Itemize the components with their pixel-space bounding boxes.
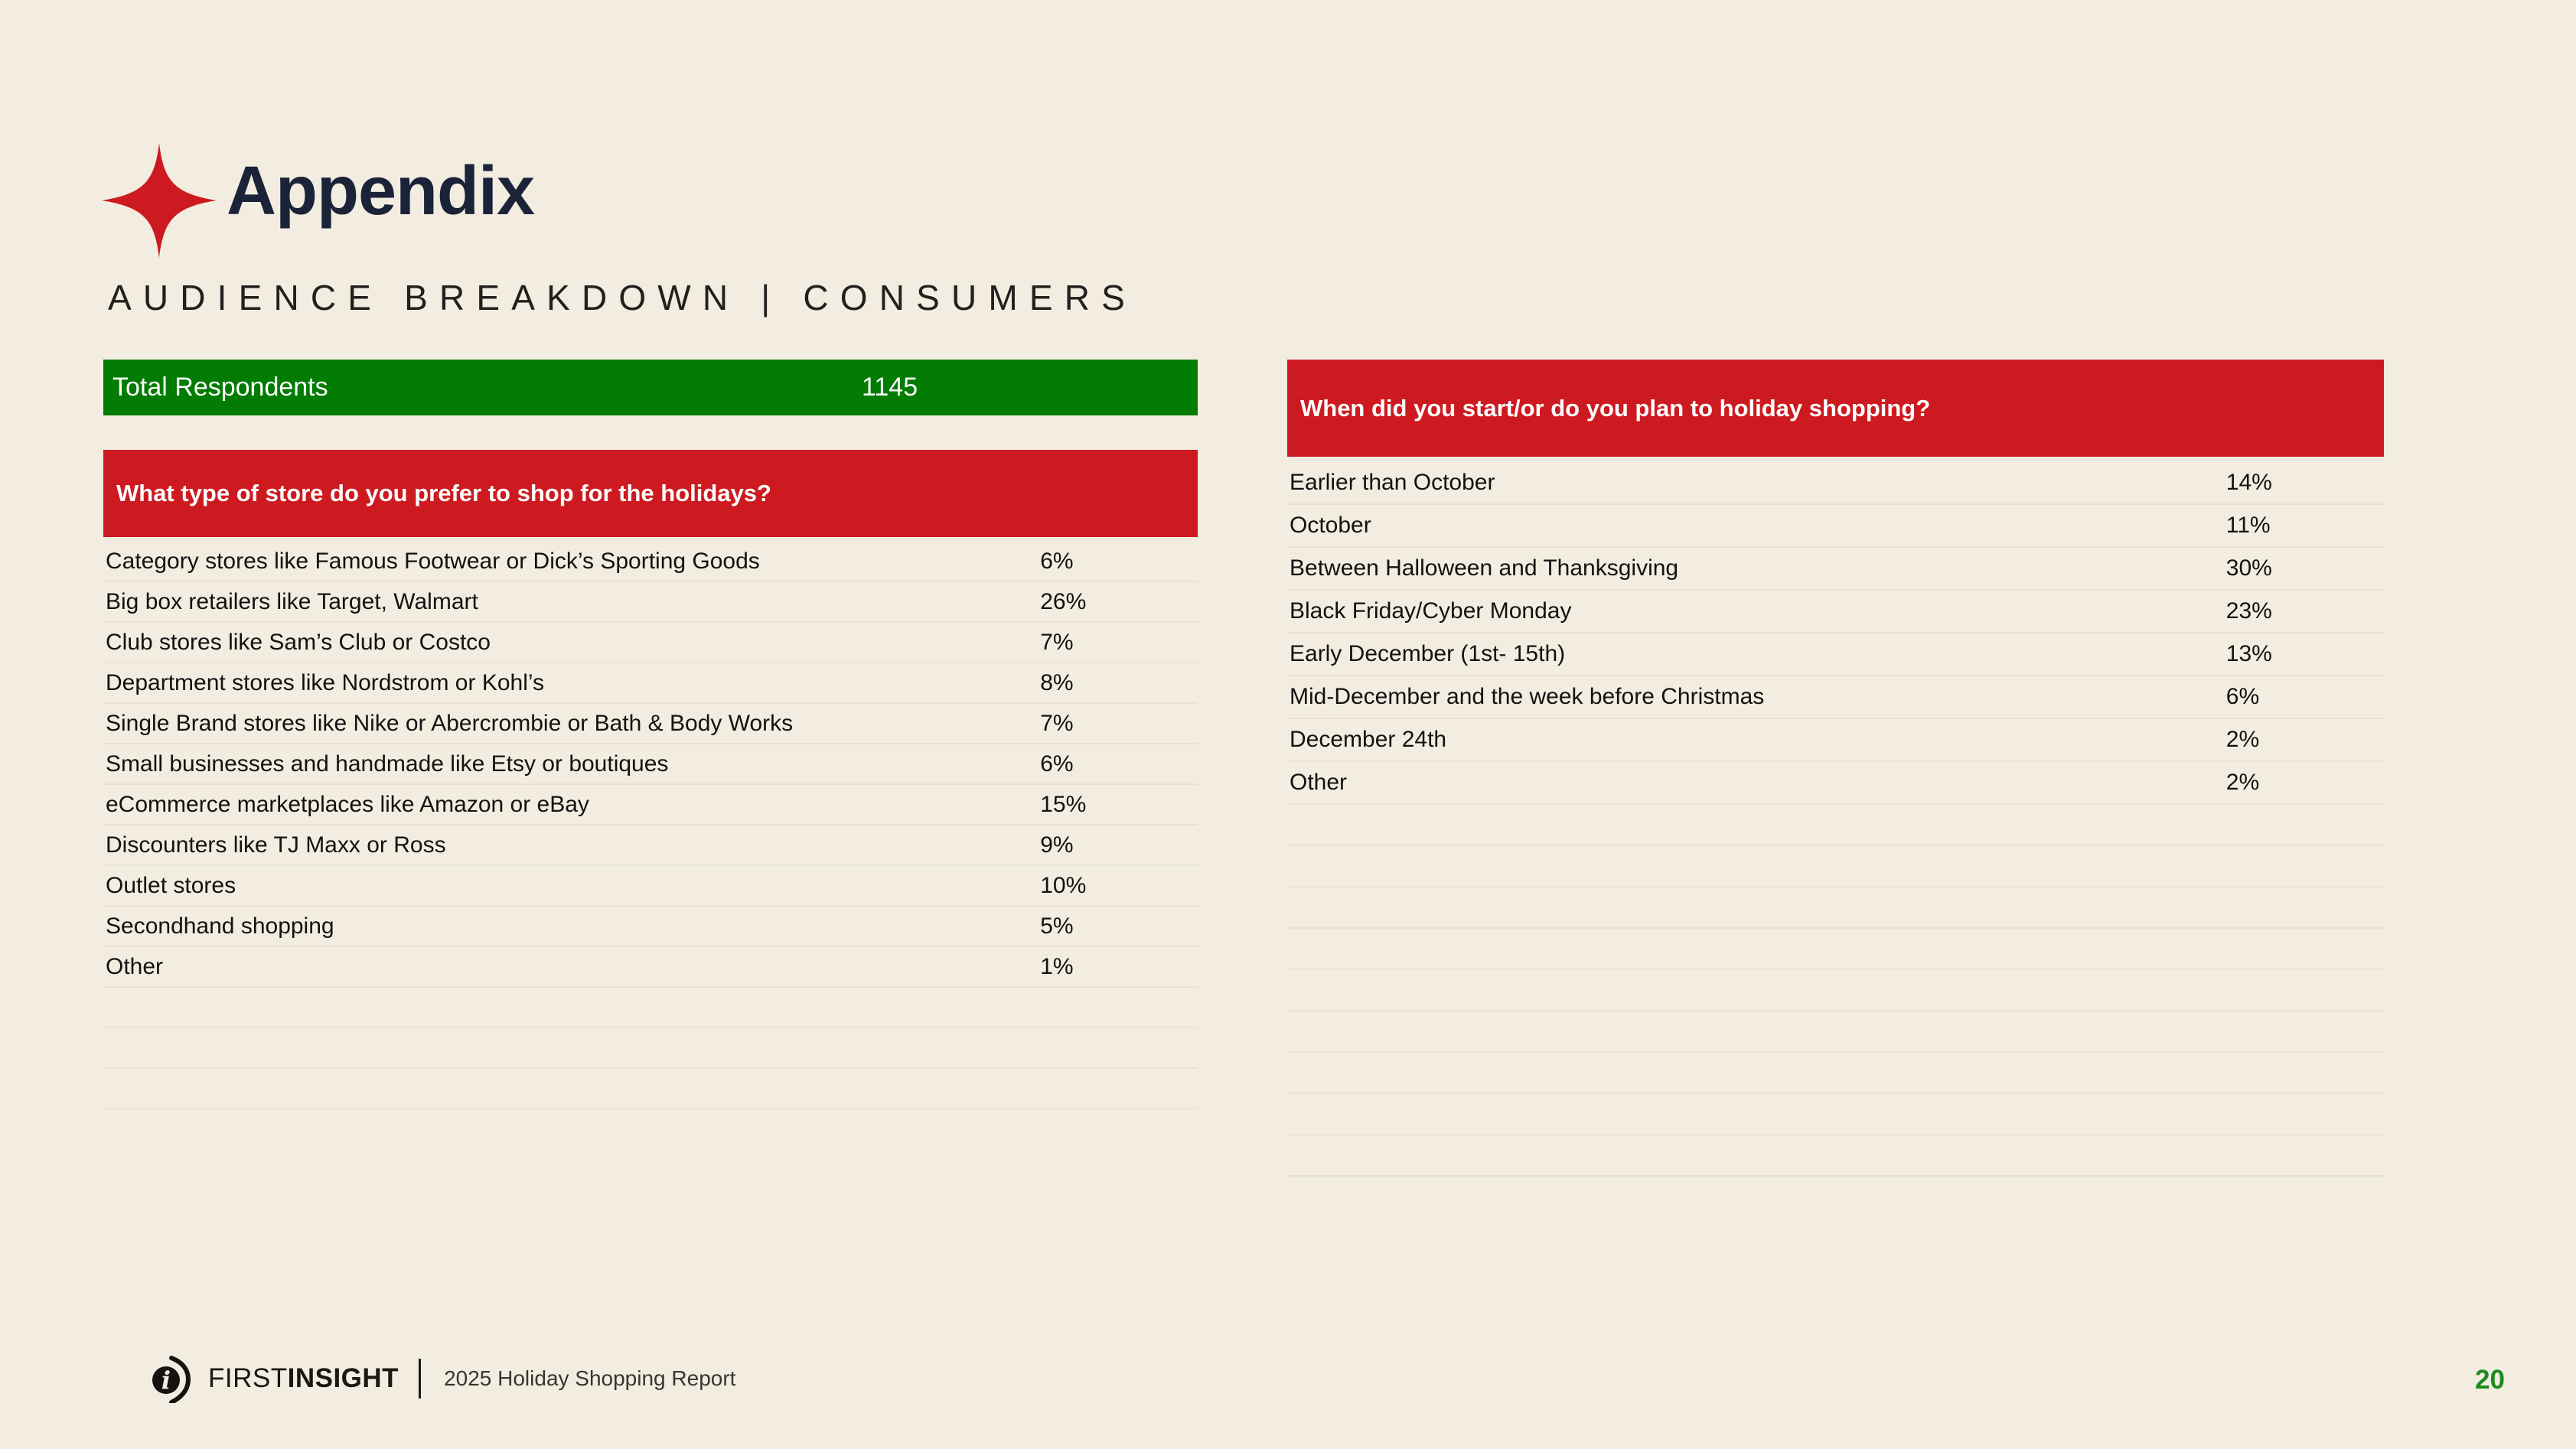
table-row-empty bbox=[1287, 846, 2384, 887]
row-label: eCommerce marketplaces like Amazon or eB… bbox=[106, 791, 589, 817]
table-row: October 11% bbox=[1287, 505, 2384, 548]
row-label: December 24th bbox=[1290, 727, 1447, 752]
row-value: 7% bbox=[1040, 629, 1074, 655]
table-row-empty bbox=[1287, 887, 2384, 929]
page-number: 20 bbox=[2475, 1365, 2505, 1395]
row-value: 13% bbox=[2225, 641, 2272, 666]
table-row: Mid-December and the week before Christm… bbox=[1287, 676, 2384, 719]
table-row: Discounters like TJ Maxx or Ross 9% bbox=[103, 825, 1198, 866]
row-value: 1% bbox=[1040, 953, 1074, 979]
row-value: 14% bbox=[2225, 470, 2272, 495]
row-value: 5% bbox=[1040, 913, 1074, 939]
table-row: Secondhand shopping 5% bbox=[103, 907, 1198, 947]
report-title: 2025 Holiday Shopping Report bbox=[444, 1366, 736, 1390]
table-row: Black Friday/Cyber Monday 23% bbox=[1287, 591, 2384, 633]
row-label: Department stores like Nordstrom or Kohl… bbox=[106, 669, 544, 695]
table-row: Department stores like Nordstrom or Kohl… bbox=[103, 663, 1198, 704]
four-point-star-icon bbox=[102, 143, 217, 258]
table-row-empty bbox=[1287, 1094, 2384, 1135]
row-label: October bbox=[1290, 513, 1371, 538]
table-row: Category stores like Famous Footwear or … bbox=[103, 542, 1198, 582]
row-value: 6% bbox=[1040, 548, 1074, 574]
table-row-empty bbox=[1287, 1053, 2384, 1094]
row-value: 11% bbox=[2225, 513, 2271, 538]
table-row: Single Brand stores like Nike or Abercro… bbox=[103, 704, 1198, 744]
row-value: 8% bbox=[1040, 669, 1074, 695]
table-row: Small businesses and handmade like Etsy … bbox=[103, 744, 1198, 785]
right-column: When did you start/or do you plan to hol… bbox=[1287, 360, 2384, 1177]
row-value: 6% bbox=[1040, 751, 1074, 777]
row-value: 15% bbox=[1040, 791, 1087, 817]
first-insight-logo-icon: i bbox=[152, 1356, 191, 1403]
row-label: Single Brand stores like Nike or Abercro… bbox=[106, 710, 794, 736]
total-respondents-value: 1145 bbox=[861, 373, 918, 402]
row-label: Club stores like Sam’s Club or Costco bbox=[106, 629, 491, 655]
table-row-empty bbox=[1287, 1135, 2384, 1177]
store-preference-table: Category stores like Famous Footwear or … bbox=[103, 537, 1198, 1109]
row-label: Discounters like TJ Maxx or Ross bbox=[106, 832, 446, 858]
store-preference-question: What type of store do you prefer to shop… bbox=[116, 480, 771, 506]
table-row-empty bbox=[103, 1069, 1198, 1109]
table-row: Outlet stores 10% bbox=[103, 866, 1198, 907]
row-label: Big box retailers like Target, Walmart bbox=[106, 588, 478, 614]
table-row: Other 2% bbox=[1287, 762, 2384, 805]
row-label: Category stores like Famous Footwear or … bbox=[106, 548, 760, 574]
table-row-empty bbox=[1287, 970, 2384, 1011]
brand-first: FIRST bbox=[208, 1363, 288, 1393]
table-row: Big box retailers like Target, Walmart 26… bbox=[103, 582, 1198, 623]
row-value: 2% bbox=[2225, 770, 2260, 795]
row-label: Earlier than October bbox=[1290, 470, 1495, 495]
page-subtitle: AUDIENCE BREAKDOWN | CONSUMERS bbox=[108, 278, 1136, 317]
table-row-empty bbox=[1287, 805, 2384, 846]
row-value: 9% bbox=[1040, 832, 1074, 858]
row-value: 7% bbox=[1040, 710, 1074, 736]
table-row-empty bbox=[1287, 929, 2384, 970]
row-value: 6% bbox=[2225, 684, 2260, 709]
table-row: December 24th 2% bbox=[1287, 719, 2384, 762]
brand-wordmark: FIRSTINSIGHT bbox=[208, 1363, 399, 1394]
row-label: Small businesses and handmade like Etsy … bbox=[106, 751, 669, 777]
brand-insight: INSIGHT bbox=[287, 1363, 399, 1393]
table-row: Between Halloween and Thanksgiving 30% bbox=[1287, 548, 2384, 591]
shopping-timing-question: When did you start/or do you plan to hol… bbox=[1300, 394, 1931, 422]
page-title: Appendix bbox=[227, 153, 535, 230]
table-row-empty bbox=[103, 988, 1198, 1028]
row-value: 26% bbox=[1040, 588, 1087, 614]
table-row: eCommerce marketplaces like Amazon or eB… bbox=[103, 785, 1198, 825]
footer: i FIRSTINSIGHT 2025 Holiday Shopping Rep… bbox=[150, 1354, 735, 1403]
shopping-timing-table: Earlier than October 14% October 11% Between… bbox=[1287, 457, 2384, 1177]
row-label: Mid-December and the week before Christm… bbox=[1290, 684, 1765, 709]
footer-divider bbox=[419, 1359, 422, 1399]
table-row: Other 1% bbox=[103, 947, 1198, 988]
row-label: Black Friday/Cyber Monday bbox=[1290, 598, 1572, 624]
row-label: Early December (1st- 15th) bbox=[1290, 641, 1566, 666]
table-row: Club stores like Sam’s Club or Costco 7% bbox=[103, 623, 1198, 663]
shopping-timing-header: When did you start/or do you plan to hol… bbox=[1287, 360, 2384, 457]
row-label: Secondhand shopping bbox=[106, 913, 334, 939]
total-respondents-label: Total Respondents bbox=[112, 373, 328, 402]
row-value: 30% bbox=[2225, 555, 2272, 581]
row-value: 2% bbox=[2225, 727, 2260, 752]
svg-text:i: i bbox=[161, 1366, 171, 1395]
table-row: Early December (1st- 15th) 13% bbox=[1287, 633, 2384, 676]
row-value: 10% bbox=[1040, 872, 1087, 898]
row-label: Outlet stores bbox=[106, 872, 236, 898]
row-label: Between Halloween and Thanksgiving bbox=[1290, 555, 1679, 581]
row-label: Other bbox=[1290, 770, 1348, 795]
left-column: Total Respondents 1145 What type of stor… bbox=[103, 360, 1198, 1109]
store-preference-header: What type of store do you prefer to shop… bbox=[103, 450, 1198, 537]
row-value: 23% bbox=[2225, 598, 2272, 624]
table-row: Earlier than October 14% bbox=[1287, 462, 2384, 505]
table-row-empty bbox=[1287, 1011, 2384, 1053]
table-row-empty bbox=[103, 1028, 1198, 1069]
total-respondents-bar: Total Respondents 1145 bbox=[103, 360, 1198, 415]
row-label: Other bbox=[106, 953, 164, 979]
